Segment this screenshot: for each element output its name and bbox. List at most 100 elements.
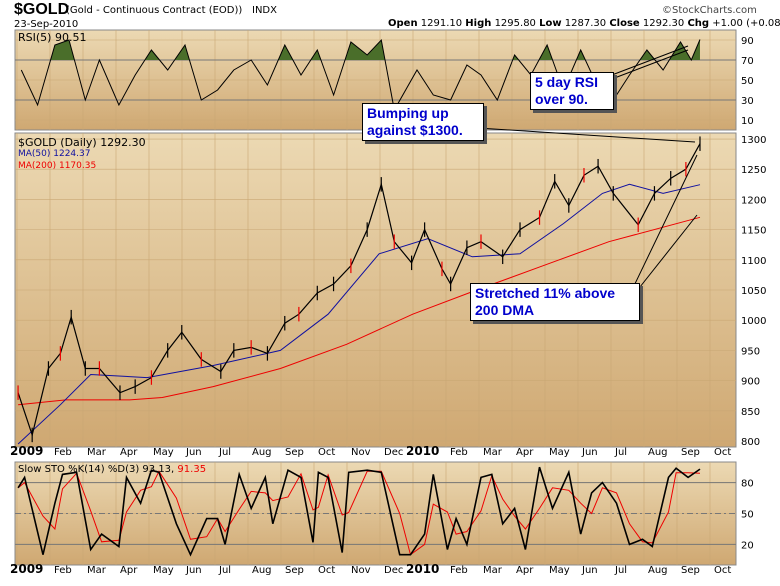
high-label: High bbox=[465, 18, 492, 29]
sto-legend: Slow STO %K(14) %D(3) 93.13, 91.35 bbox=[18, 464, 206, 475]
x-tick-label: Oct bbox=[714, 565, 731, 576]
annotation-pointer bbox=[477, 127, 696, 143]
rsi-overbought-fill bbox=[21, 39, 700, 60]
x-tick-label: Sep bbox=[285, 447, 304, 458]
x-tick-label: Aug bbox=[252, 565, 272, 576]
x-tick-label: Apr bbox=[120, 447, 138, 458]
x-tick-label: Feb bbox=[54, 565, 72, 576]
open-value: 1291.10 bbox=[420, 18, 463, 29]
y-tick-label: 50 bbox=[741, 510, 754, 521]
low-value: 1287.30 bbox=[564, 18, 607, 29]
x-tick-label: Mar bbox=[87, 565, 107, 576]
y-tick-label: 1150 bbox=[741, 226, 766, 237]
x-tick-label: Nov bbox=[351, 565, 371, 576]
annotation-rsi: 5 day RSI over 90. bbox=[530, 72, 614, 110]
price-line bbox=[17, 143, 701, 438]
ohlc-readout: Open 1291.10 High 1295.80 Low 1287.30 Cl… bbox=[388, 18, 780, 29]
annotation-pointer bbox=[603, 49, 689, 83]
x-tick-label: Jun bbox=[185, 565, 202, 576]
x-tick-label: Dec bbox=[384, 447, 403, 458]
x-tick-label: Apr bbox=[516, 447, 534, 458]
x-tick-label: Jun bbox=[185, 447, 202, 458]
y-tick-label: 900 bbox=[741, 377, 760, 388]
x-tick-label: Mar bbox=[483, 447, 503, 458]
close-value: 1292.30 bbox=[642, 18, 685, 29]
x-tick-label: Jul bbox=[614, 447, 627, 458]
y-tick-label: 80 bbox=[741, 479, 754, 490]
y-tick-label: 70 bbox=[741, 56, 754, 67]
x-tick-label: 2010 bbox=[406, 444, 439, 458]
annotation-pointer bbox=[635, 214, 698, 293]
annotation-stretch: Stretched 11% above 200 DMA bbox=[470, 283, 640, 321]
x-tick-label: Apr bbox=[120, 565, 138, 576]
ma50-line bbox=[17, 183, 701, 445]
y-tick-label: 1250 bbox=[741, 165, 766, 176]
sto-d-line bbox=[17, 470, 701, 556]
x-tick-label: Mar bbox=[483, 565, 503, 576]
open-label: Open bbox=[388, 18, 418, 29]
sto-legend-d: 91.35 bbox=[177, 464, 207, 475]
x-tick-label: May bbox=[153, 447, 174, 458]
y-tick-label: 30 bbox=[741, 96, 754, 107]
x-tick-label: Feb bbox=[450, 565, 468, 576]
x-tick-label: Aug bbox=[648, 447, 668, 458]
x-tick-label: Jul bbox=[218, 565, 231, 576]
x-tick-label: Jun bbox=[581, 447, 598, 458]
x-tick-label: 2010 bbox=[406, 562, 439, 576]
y-tick-label: 800 bbox=[741, 437, 760, 448]
x-tick-label: Feb bbox=[54, 447, 72, 458]
symbol: $GOLD bbox=[14, 1, 70, 18]
y-tick-label: 50 bbox=[741, 76, 754, 87]
annotation-pointer bbox=[631, 154, 698, 291]
ma200-line bbox=[18, 216, 701, 406]
x-tick-label: Jun bbox=[581, 565, 598, 576]
x-tick-label: Dec bbox=[384, 565, 403, 576]
y-tick-label: 20 bbox=[741, 540, 754, 551]
x-tick-label: Feb bbox=[450, 447, 468, 458]
ma50-legend: MA(50) 1224.37 bbox=[18, 149, 91, 159]
low-label: Low bbox=[539, 18, 562, 29]
sto-legend-k: Slow STO %K(14) %D(3) 93.13, bbox=[18, 464, 175, 475]
rsi-legend: RSI(5) 90.51 bbox=[18, 31, 87, 44]
x-tick-label: Mar bbox=[87, 447, 107, 458]
y-tick-label: 90 bbox=[741, 36, 754, 47]
y-tick-label: 850 bbox=[741, 407, 760, 418]
x-tick-label: Sep bbox=[285, 565, 304, 576]
source-credit: ©StockCharts.com bbox=[662, 5, 757, 16]
x-tick-label: May bbox=[549, 447, 570, 458]
y-tick-label: 1100 bbox=[741, 256, 766, 267]
y-tick-label: 1200 bbox=[741, 195, 766, 206]
x-tick-label: Jul bbox=[614, 565, 627, 576]
y-tick-label: 1000 bbox=[741, 316, 766, 327]
x-tick-label: Oct bbox=[714, 447, 731, 458]
y-tick-label: 950 bbox=[741, 346, 760, 357]
annotation-resistance: Bumping up against $1300. bbox=[362, 103, 484, 141]
x-tick-label: Nov bbox=[351, 447, 371, 458]
x-tick-label: 2009 bbox=[10, 444, 43, 458]
x-tick-label: Oct bbox=[318, 565, 335, 576]
annotation-pointer bbox=[603, 45, 689, 79]
x-tick-label: Aug bbox=[648, 565, 668, 576]
high-value: 1295.80 bbox=[494, 18, 536, 29]
x-tick-label: May bbox=[153, 565, 174, 576]
chg-value: +1.00 (+0.08%) bbox=[712, 18, 780, 29]
close-label: Close bbox=[609, 18, 640, 29]
x-tick-label: Oct bbox=[318, 447, 335, 458]
exchange: INDX bbox=[252, 5, 277, 16]
price-legend: $GOLD (Daily) 1292.30 bbox=[18, 136, 146, 149]
x-tick-label: Sep bbox=[681, 447, 700, 458]
ma200-legend: MA(200) 1170.35 bbox=[18, 161, 97, 171]
x-tick-label: 2009 bbox=[10, 562, 43, 576]
x-tick-label: Jul bbox=[218, 447, 231, 458]
x-tick-label: May bbox=[549, 565, 570, 576]
y-tick-label: 1300 bbox=[741, 135, 766, 146]
x-tick-label: Apr bbox=[516, 565, 534, 576]
y-tick-label: 1050 bbox=[741, 286, 766, 297]
x-tick-label: Sep bbox=[681, 565, 700, 576]
y-tick-label: 10 bbox=[741, 116, 754, 127]
chg-label: Chg bbox=[687, 18, 710, 29]
sto-k-line bbox=[17, 466, 701, 557]
x-tick-label: Aug bbox=[252, 447, 272, 458]
